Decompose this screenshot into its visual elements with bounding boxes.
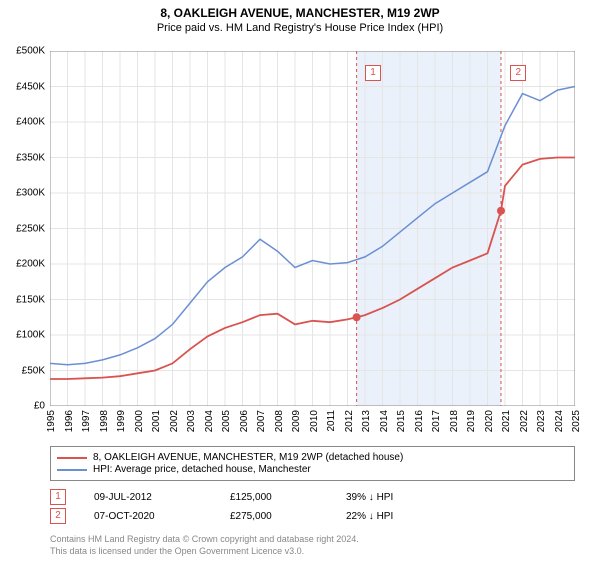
x-axis-tick: 2022 [519,410,530,432]
x-axis-tick: 2018 [449,410,460,432]
y-axis-tick: £350K [0,152,45,163]
x-axis-tick: 2016 [414,410,425,432]
chart-plot-area [50,51,575,406]
x-axis-tick: 1999 [116,410,127,432]
legend-swatch [57,469,87,471]
legend: 8, OAKLEIGH AVENUE, MANCHESTER, M19 2WP … [50,446,575,481]
x-axis-tick: 2023 [536,410,547,432]
y-axis-tick: £450K [0,81,45,92]
marker-badge: 1 [50,489,66,505]
x-axis-tick: 2000 [134,410,145,432]
x-axis-tick: 2015 [396,410,407,432]
transaction-pct: 39% ↓ HPI [346,492,426,503]
transaction-date: 07-OCT-2020 [94,511,194,522]
transaction-date: 09-JUL-2012 [94,492,194,503]
x-axis-tick: 2005 [221,410,232,432]
y-axis-tick: £100K [0,330,45,341]
y-axis-tick: £300K [0,188,45,199]
x-axis-tick: 2012 [344,410,355,432]
x-axis-tick: 1998 [99,410,110,432]
y-axis-tick: £200K [0,259,45,270]
x-axis-tick: 2002 [169,410,180,432]
x-axis-tick: 2017 [431,410,442,432]
y-axis-tick: £400K [0,117,45,128]
legend-item: HPI: Average price, detached house, Manc… [57,464,568,475]
legend-label: HPI: Average price, detached house, Manc… [93,464,311,475]
legend-label: 8, OAKLEIGH AVENUE, MANCHESTER, M19 2WP … [93,452,403,463]
x-axis-tick: 2013 [361,410,372,432]
x-axis-tick: 2006 [239,410,250,432]
x-axis-tick: 2001 [151,410,162,432]
x-axis-tick: 1995 [46,410,57,432]
x-axis-tick: 2010 [309,410,320,432]
x-axis-tick: 2008 [274,410,285,432]
transaction-row: 2 07-OCT-2020 £275,000 22% ↓ HPI [50,508,462,524]
x-axis-tick: 2019 [466,410,477,432]
x-axis-tick: 2024 [554,410,565,432]
chart-subtitle: Price paid vs. HM Land Registry's House … [0,22,600,34]
x-axis-tick: 2025 [571,410,582,432]
x-axis-tick: 2020 [484,410,495,432]
y-axis-tick: £150K [0,294,45,305]
transaction-price: £275,000 [230,511,310,522]
chart-marker-label: 1 [365,65,381,81]
x-axis-tick: 1996 [64,410,75,432]
x-axis-tick: 2014 [379,410,390,432]
y-axis-tick: £250K [0,223,45,234]
legend-swatch [57,457,87,459]
marker-badge: 2 [50,508,66,524]
x-axis-tick: 2011 [326,410,337,432]
y-axis-tick: £500K [0,46,45,57]
y-axis-tick: £50K [0,365,45,376]
transaction-pct: 22% ↓ HPI [346,511,426,522]
y-axis-tick: £0 [0,401,45,412]
x-axis-tick: 1997 [81,410,92,432]
chart-title: 8, OAKLEIGH AVENUE, MANCHESTER, M19 2WP [0,6,600,20]
transaction-table: 1 09-JUL-2012 £125,000 39% ↓ HPI 2 07-OC… [50,486,462,527]
x-axis-tick: 2009 [291,410,302,432]
footnote: Contains HM Land Registry data © Crown c… [50,534,359,557]
x-axis-tick: 2004 [204,410,215,432]
chart-svg [50,51,575,406]
transaction-price: £125,000 [230,492,310,503]
chart-marker-label: 2 [510,65,526,81]
legend-item: 8, OAKLEIGH AVENUE, MANCHESTER, M19 2WP … [57,452,568,463]
transaction-row: 1 09-JUL-2012 £125,000 39% ↓ HPI [50,489,462,505]
x-axis-tick: 2003 [186,410,197,432]
x-axis-tick: 2007 [256,410,267,432]
x-axis-tick: 2021 [501,410,512,432]
